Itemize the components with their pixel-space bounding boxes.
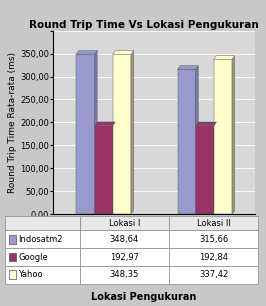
Polygon shape	[113, 50, 134, 54]
Text: Lokasi I: Lokasi I	[109, 218, 140, 228]
Text: Lokasi II: Lokasi II	[197, 218, 230, 228]
Polygon shape	[196, 66, 198, 214]
Text: 348,64: 348,64	[110, 235, 139, 244]
Polygon shape	[131, 50, 134, 214]
Y-axis label: Round Trip Time Rata-rata (ms): Round Trip Time Rata-rata (ms)	[8, 52, 17, 193]
Polygon shape	[214, 122, 217, 214]
Bar	[177, 69, 196, 214]
Bar	[113, 54, 131, 214]
Polygon shape	[177, 66, 198, 69]
Polygon shape	[232, 56, 235, 214]
Text: Yahoo: Yahoo	[18, 270, 43, 279]
Polygon shape	[95, 50, 97, 214]
Bar	[214, 59, 232, 214]
Text: 192,97: 192,97	[110, 252, 139, 262]
Text: 192,84: 192,84	[199, 252, 228, 262]
Polygon shape	[95, 122, 115, 126]
Polygon shape	[196, 122, 217, 126]
Text: Lokasi Pengukuran: Lokasi Pengukuran	[91, 292, 196, 302]
Text: Indosatm2: Indosatm2	[18, 235, 63, 244]
Bar	[95, 126, 113, 214]
Text: Google: Google	[18, 252, 48, 262]
Text: 315,66: 315,66	[199, 235, 228, 244]
Polygon shape	[214, 56, 235, 59]
Text: 337,42: 337,42	[199, 270, 228, 279]
Text: Round Trip Time Vs Lokasi Pengukuran: Round Trip Time Vs Lokasi Pengukuran	[29, 20, 259, 30]
Polygon shape	[113, 122, 115, 214]
Text: 348,35: 348,35	[110, 270, 139, 279]
Bar	[76, 54, 95, 214]
Polygon shape	[76, 50, 97, 54]
Bar	[196, 126, 214, 214]
